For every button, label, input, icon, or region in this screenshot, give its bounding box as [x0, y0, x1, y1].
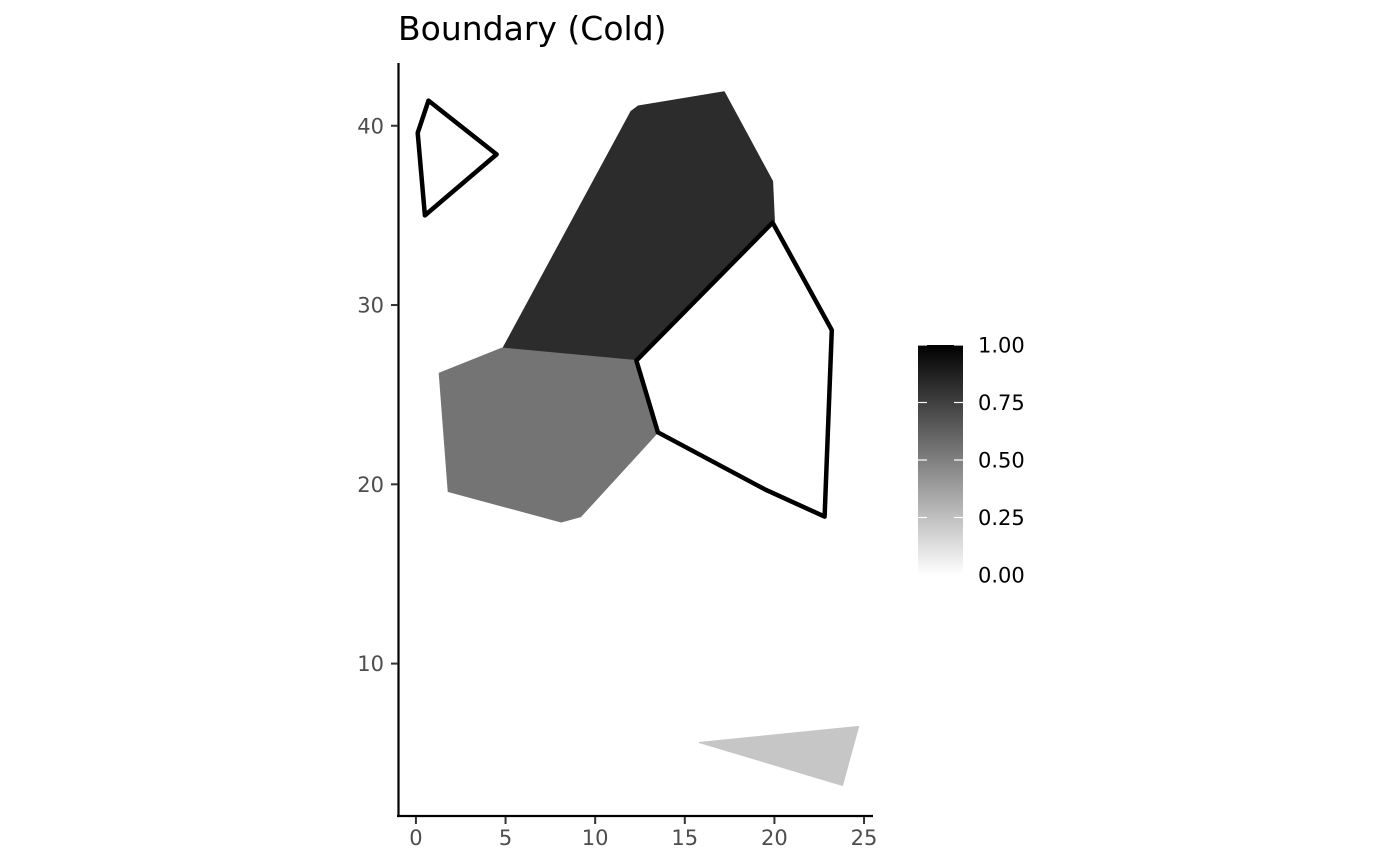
polygon-boundary-pentagon: [634, 220, 835, 519]
polygons-layer: [415, 91, 860, 786]
colorbar-ticks: 0.00 0.25 0.50 0.75 1.00: [918, 334, 1025, 588]
chart-title: Boundary (Cold): [398, 9, 667, 48]
colorbar-label: 0.50: [978, 449, 1025, 473]
colorbar-label: 1.00: [978, 334, 1025, 358]
x-axis-ticks: 0 5 10 15 20 25: [409, 817, 877, 850]
y-tick-label: 10: [357, 652, 384, 676]
polygon-region-b: [438, 347, 659, 523]
y-tick-label: 40: [357, 114, 384, 138]
colorbar-label: 0.00: [978, 564, 1025, 588]
colorbar-label: 0.25: [978, 506, 1025, 530]
y-axis-ticks: 10 20 30 40: [357, 114, 398, 676]
x-tick-label: 20: [761, 826, 788, 850]
x-tick-label: 5: [499, 826, 512, 850]
polygon-region-c: [698, 725, 860, 786]
colorbar-legend: 0.00 0.25 0.50 0.75 1.00: [918, 334, 1025, 588]
y-tick-label: 30: [357, 294, 384, 318]
x-tick-label: 25: [851, 826, 878, 850]
axes: [397, 63, 873, 818]
colorbar-label: 0.75: [978, 391, 1025, 415]
y-tick-label: 20: [357, 473, 384, 497]
x-tick-label: 15: [671, 826, 698, 850]
polygon-boundary-triangle: [415, 98, 499, 218]
x-tick-label: 0: [409, 826, 422, 850]
x-tick-label: 10: [582, 826, 609, 850]
